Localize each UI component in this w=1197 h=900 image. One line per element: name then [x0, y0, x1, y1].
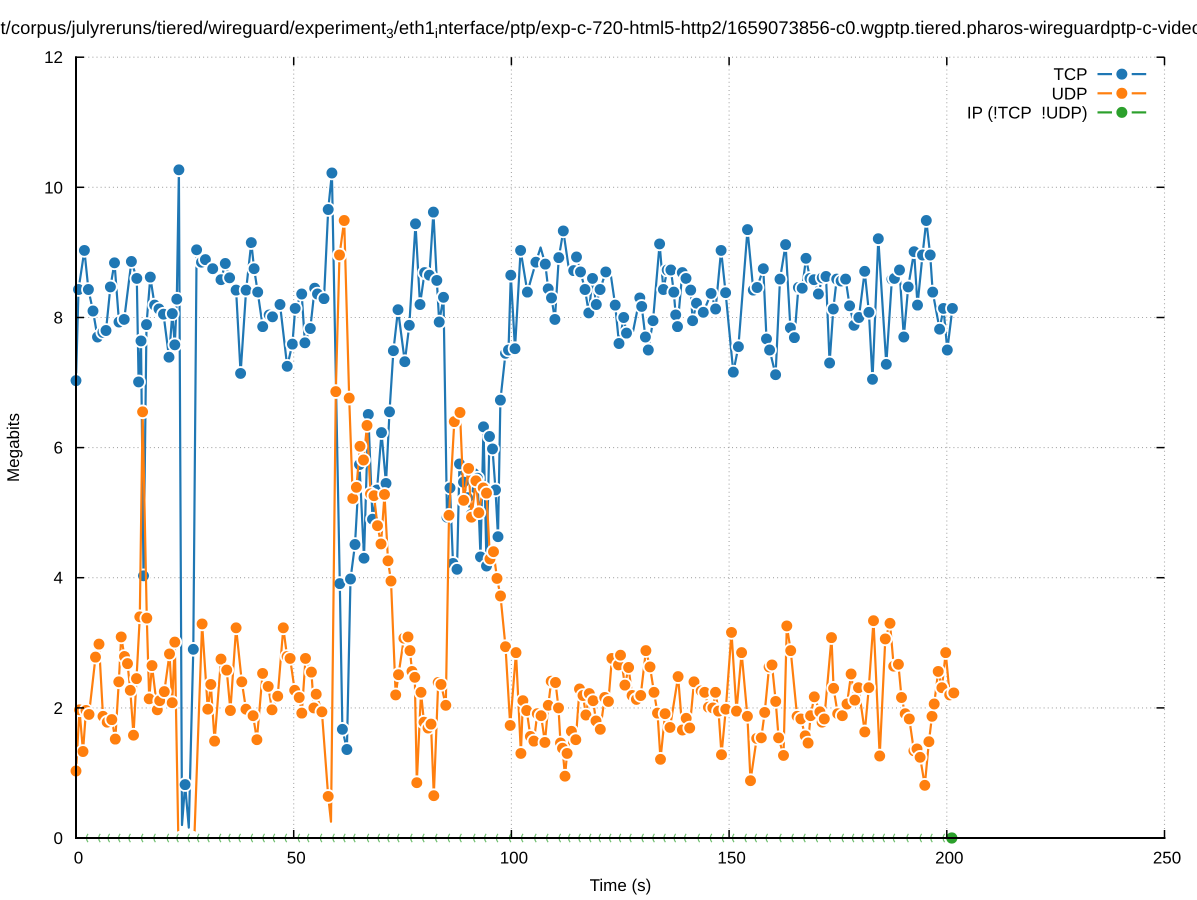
svg-text:t/corpus/julyreruns/tiered/wir: t/corpus/julyreruns/tiered/wireguard/exp…	[1, 17, 1197, 41]
svg-text:150: 150	[717, 849, 745, 868]
svg-text:250: 250	[1153, 849, 1181, 868]
svg-text:IP (!TCP !UDP): IP (!TCP !UDP)	[967, 103, 1088, 122]
svg-text:10: 10	[44, 178, 63, 197]
svg-text:4: 4	[54, 569, 63, 588]
svg-text:Megabits: Megabits	[4, 413, 23, 482]
svg-text:2: 2	[54, 699, 63, 718]
svg-text:TCP: TCP	[1054, 65, 1088, 84]
svg-text:0: 0	[74, 849, 83, 868]
svg-text:50: 50	[287, 849, 306, 868]
svg-text:12: 12	[44, 48, 63, 67]
svg-text:UDP: UDP	[1052, 84, 1088, 103]
svg-text:8: 8	[54, 309, 63, 328]
svg-text:Time (s): Time (s)	[590, 876, 652, 895]
svg-text:0: 0	[54, 829, 63, 848]
svg-text:200: 200	[935, 849, 963, 868]
svg-text:100: 100	[500, 849, 528, 868]
svg-text:6: 6	[54, 439, 63, 458]
